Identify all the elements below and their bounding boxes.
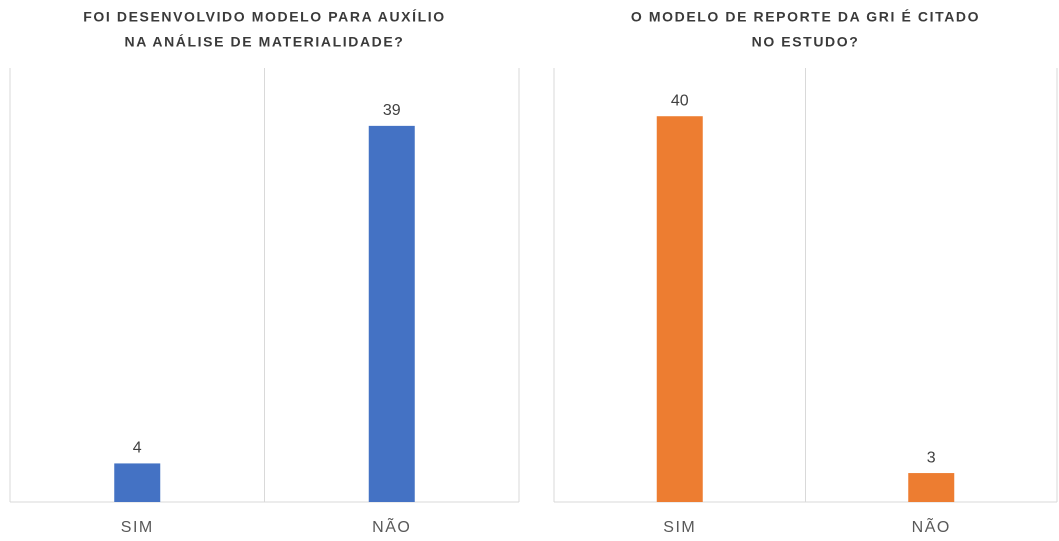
chart-title: FOI DESENVOLVIDO MODELO PARA AUXÍLIO [83,9,446,25]
chart-title: NO ESTUDO? [752,34,860,50]
bar [114,463,161,502]
x-tick-label: SIM [663,519,696,536]
chart-title: NA ANÁLISE DE MATERIALIDADE? [125,34,405,50]
bar [908,473,955,502]
x-tick-label: NÃO [912,516,951,536]
x-tick-label: NÃO [372,516,411,536]
data-label: 39 [383,102,401,119]
data-label: 40 [671,92,689,109]
bar [656,116,703,502]
data-label: 4 [133,440,142,457]
data-label: 3 [927,449,936,466]
bar [368,125,415,502]
x-tick-label: SIM [121,519,154,536]
chart-title: O MODELO DE REPORTE DA GRI É CITADO [631,9,980,25]
